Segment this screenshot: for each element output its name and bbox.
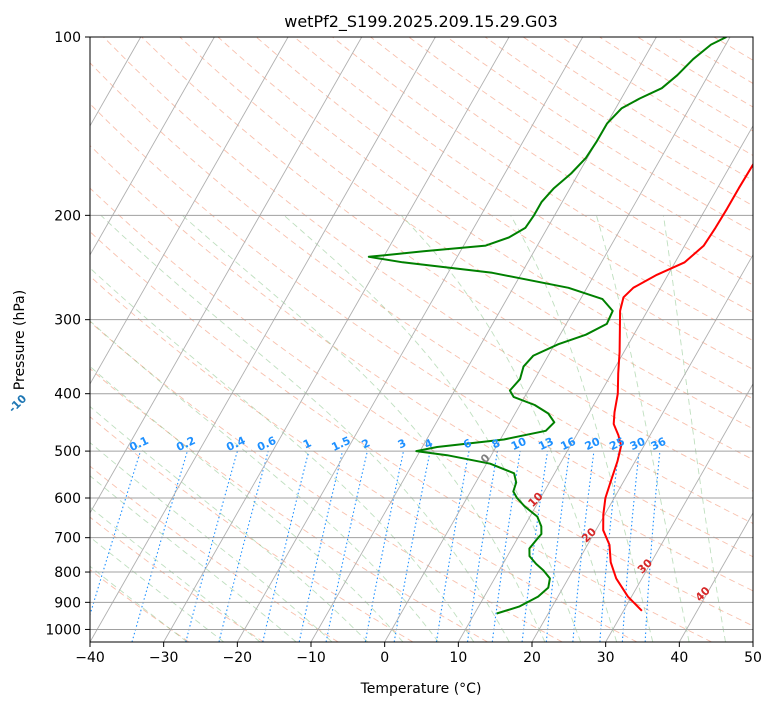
dry-adiabat-line: [90, 103, 753, 558]
y-tick-label: 600: [54, 491, 81, 507]
y-axis-label: Pressure (hPa): [12, 290, 28, 390]
dry-adiabat-line: [217, 37, 753, 400]
mixing-ratio-line: [298, 450, 344, 642]
x-tick-label: 10: [449, 650, 467, 666]
isotherm-line: [236, 37, 584, 642]
dry-adiabat-line: [179, 37, 753, 430]
mixing-ratio-label: 25: [607, 435, 626, 453]
y-tick-label: 500: [54, 444, 81, 460]
dry-adiabat-line: [90, 144, 753, 592]
mixing-ratio-label: 30: [628, 435, 648, 453]
y-tick-label: 800: [54, 565, 81, 581]
x-tick-label: 40: [670, 650, 688, 666]
moist-adiabat-line: [182, 214, 546, 642]
mixing-ratio-line: [218, 450, 269, 642]
y-tick-label: 100: [54, 30, 81, 46]
mixing-ratio-line: [621, 451, 640, 642]
x-tick-label: 50: [744, 650, 762, 666]
dry-adiabat-line: [90, 62, 753, 525]
moist-adiabat-line: [90, 506, 261, 642]
x-tick-label: −40: [75, 650, 105, 666]
mixing-ratio-line: [466, 451, 499, 642]
y-tick-label: 1000: [45, 622, 81, 638]
dry-adiabat-line: [90, 465, 339, 642]
moist-adiabat-line: [283, 214, 582, 642]
dry-adiabat-line: [370, 37, 753, 286]
dry-adiabat-line: [90, 516, 264, 642]
moist-adiabat-line: [400, 214, 618, 642]
dry-adiabat-line: [90, 187, 753, 627]
moist-adiabat-line: [90, 405, 368, 642]
isotherm-line: [384, 37, 731, 642]
moist-adiabat-line: [595, 215, 690, 642]
mixing-ratio-line: [325, 450, 368, 642]
isotherm-line: [90, 37, 436, 642]
dry-adiabat-line: [90, 368, 488, 642]
dry-adiabat-line: [332, 37, 753, 313]
moist-adiabat-line: [90, 267, 475, 642]
dry-adiabat-line: [90, 321, 563, 642]
isobar-grid: [90, 37, 753, 642]
x-tick-label: 0: [380, 650, 389, 666]
mixing-ratio-line: [545, 451, 571, 642]
isotherm-line: [163, 37, 510, 642]
background-lines: [90, 37, 753, 642]
isotherm-line: [90, 37, 289, 385]
y-tick-label: 300: [54, 313, 81, 329]
x-axis-ticks: −40 −30 −20 −10 0 10 20 30 40 50: [75, 642, 762, 666]
mixing-ratio-line: [185, 450, 238, 642]
moist-adiabat-line: [100, 214, 510, 642]
x-tick-label: −20: [223, 650, 253, 666]
x-tick-label: −30: [149, 650, 179, 666]
isotherm-line: [90, 37, 363, 514]
y-axis-ticks: 100 200 300 400 500 600 700 800 900 1000: [45, 30, 90, 638]
moist-adiabat-line: [662, 215, 726, 642]
isotherm-line: [678, 512, 753, 642]
dry-adiabat-line: [90, 275, 638, 642]
mixing-ratio-label: 20: [583, 435, 603, 453]
isotherm-line: [457, 124, 753, 642]
mixing-ratio-label: 13: [536, 435, 555, 453]
x-tick-label: 30: [597, 650, 615, 666]
moist-adiabat-line: [90, 320, 439, 642]
x-axis-label: Temperature (°C): [360, 681, 482, 697]
plot-frame: [89, 36, 754, 643]
y-tick-label: 200: [54, 208, 81, 224]
mixing-ratio-line: [491, 451, 521, 642]
dry-adiabat-line: [90, 569, 190, 642]
mixing-ratio-line: [131, 450, 188, 642]
moist-adiabat-line: [90, 442, 333, 642]
dry-adiabat-line: [141, 37, 753, 461]
dry-adiabat-line: [90, 231, 712, 642]
mixing-ratio-line: [262, 450, 310, 642]
moist-adiabat-line: [90, 365, 404, 642]
profile-lines: [367, 37, 753, 615]
isotherm-line: [90, 37, 215, 256]
isotherm-line: [605, 383, 753, 642]
mixing-ratio-label: 16: [559, 435, 579, 453]
mixing-ratio-line: [572, 451, 595, 642]
mixing-ratio-line: [599, 451, 620, 642]
x-tick-label: −10: [296, 650, 326, 666]
y-tick-label: 700: [54, 531, 81, 547]
x-tick-label: 20: [523, 650, 541, 666]
y-tick-label: 400: [54, 387, 81, 403]
isotherm-line: [531, 253, 753, 642]
temperature-profile-line: [602, 162, 753, 612]
y-tick-label: 900: [54, 595, 81, 611]
dewpoint-profile-line: [367, 37, 727, 615]
mixing-ratio-line: [521, 451, 549, 642]
dry-adiabat-line: [103, 37, 753, 492]
mixing-ratio-label: 10: [509, 435, 529, 453]
mixing-ratio-label: 36: [649, 435, 669, 453]
chart-title: wetPf2_S199.2025.209.15.29.G03: [284, 12, 558, 32]
